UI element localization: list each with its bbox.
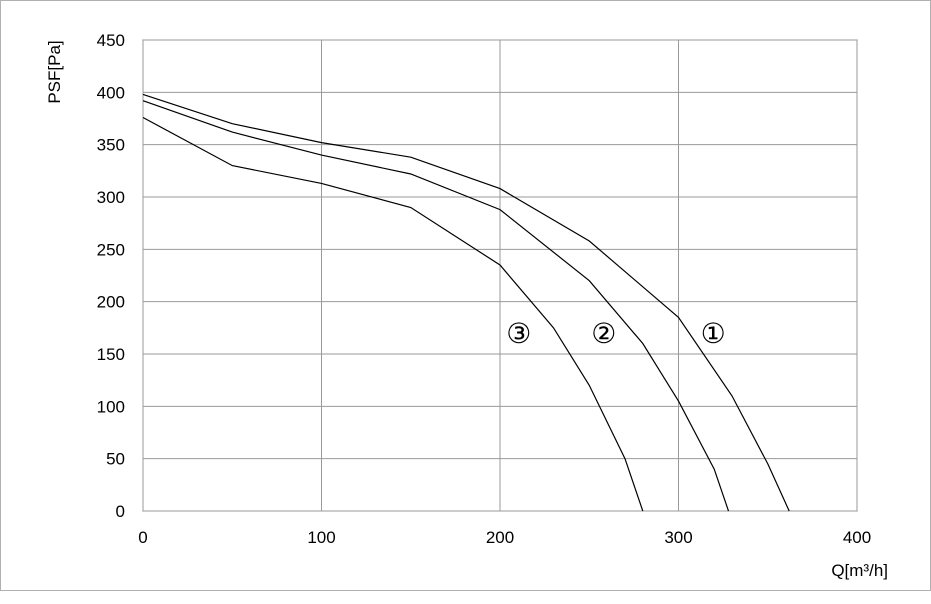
y-tick-label: 50: [106, 450, 125, 469]
curve-label: ①: [701, 317, 726, 350]
y-tick-label: 150: [97, 345, 125, 364]
y-tick-label: 0: [116, 502, 125, 521]
y-tick-label: 100: [97, 397, 125, 416]
y-tick-label: 350: [97, 136, 125, 155]
y-tick-label: 200: [97, 293, 125, 312]
y-tick-label: 450: [97, 31, 125, 50]
x-axis-label: Q[m³/h]: [831, 561, 888, 580]
x-tick-label: 400: [843, 528, 871, 547]
curve-label: ②: [591, 317, 616, 350]
x-tick-label: 0: [138, 528, 147, 547]
curve-label: ③: [506, 317, 531, 350]
y-axis-label: PSF[Pa]: [45, 40, 64, 103]
frame: [0, 0, 931, 591]
curve: [142, 116, 644, 512]
y-tick-label: 400: [97, 83, 125, 102]
curve: [142, 93, 790, 512]
y-tick-label: 300: [97, 188, 125, 207]
x-tick-label: 100: [307, 528, 335, 547]
y-tick-label: 250: [97, 240, 125, 259]
x-tick-label: 300: [664, 528, 692, 547]
curve: [142, 100, 730, 512]
x-tick-label: 200: [486, 528, 514, 547]
